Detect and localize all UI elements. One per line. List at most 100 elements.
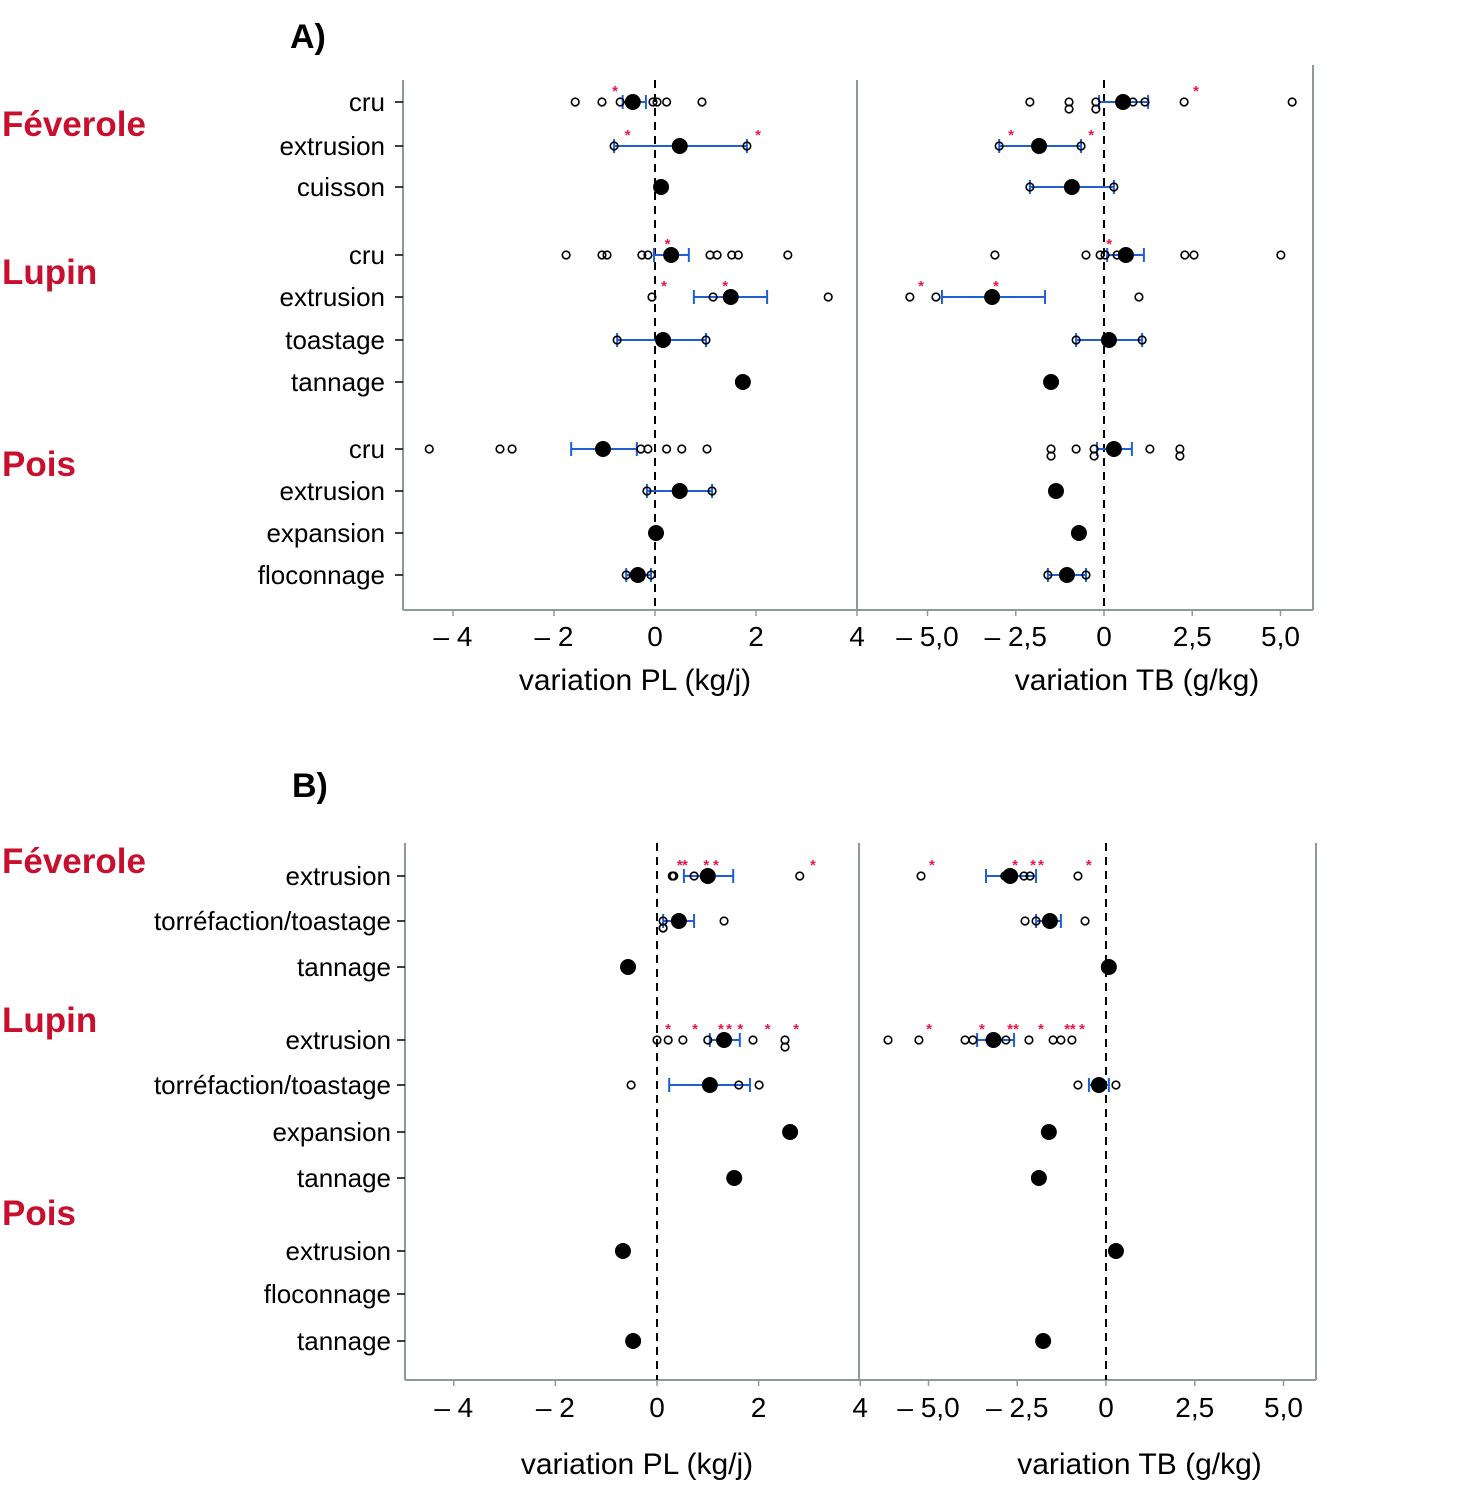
observation-point — [643, 444, 653, 454]
observation-point — [1001, 1035, 1011, 1045]
observation-point — [1180, 250, 1190, 260]
observation-point — [1024, 1035, 1034, 1045]
significance-star: * — [1008, 127, 1014, 144]
observation-point — [1031, 916, 1041, 926]
observation-point — [652, 1035, 662, 1045]
significance-star: * — [692, 1021, 698, 1038]
x-tick-label: 2,5 — [1175, 1392, 1214, 1423]
significance-star: * — [703, 857, 709, 874]
observation-point — [727, 250, 737, 260]
row-label: floconnage — [264, 1279, 391, 1309]
observation-point — [642, 486, 652, 496]
x-tick-label: – 4 — [434, 621, 473, 652]
significance-star: * — [1012, 857, 1018, 874]
x-tick-label: 0 — [649, 1392, 665, 1423]
significance-star: * — [793, 1021, 799, 1038]
observation-point — [1081, 570, 1091, 580]
observation-point — [507, 444, 517, 454]
significance-star: * — [677, 857, 683, 874]
significance-star: * — [722, 278, 728, 295]
mean-point — [701, 1077, 718, 1093]
observation-point — [1089, 451, 1099, 461]
observation-point — [609, 141, 619, 151]
significance-star: * — [1079, 1021, 1085, 1038]
observation-point — [647, 292, 657, 302]
observation-point — [795, 871, 805, 881]
row-label: cuisson — [297, 172, 385, 202]
observation-point — [424, 444, 434, 454]
observation-point — [1025, 97, 1035, 107]
observation-point — [707, 486, 717, 496]
significance-star: * — [1013, 1021, 1019, 1038]
observation-point — [780, 1042, 790, 1052]
observation-point — [1091, 104, 1101, 114]
mean-point — [1047, 483, 1064, 499]
observation-point — [1175, 451, 1185, 461]
group-label: Pois — [2, 1194, 76, 1233]
x-tick-label: 2 — [751, 1392, 767, 1423]
observation-point — [1067, 1035, 1077, 1045]
row-label: floconnage — [258, 560, 385, 590]
observation-point — [1179, 97, 1189, 107]
significance-star: * — [1064, 1021, 1070, 1038]
observation-point — [702, 444, 712, 454]
mean-point — [722, 289, 739, 305]
row-label: tannage — [297, 952, 391, 982]
observation-point — [1043, 570, 1053, 580]
significance-star: * — [765, 1021, 771, 1038]
observation-point — [1076, 141, 1086, 151]
row-féverole-extrusion: extrusion * * * * — [280, 127, 1095, 161]
mean-point — [985, 1032, 1002, 1048]
observation-point — [719, 916, 729, 926]
observation-point — [783, 250, 793, 260]
observation-point — [697, 97, 707, 107]
row-pois-floconnage: floconnage — [264, 1279, 405, 1309]
mean-point — [1100, 959, 1117, 975]
row-pois-expansion: expansion — [266, 518, 1087, 548]
observation-point — [1071, 335, 1081, 345]
significance-star: * — [1086, 857, 1092, 874]
observation-point — [597, 97, 607, 107]
mean-point — [1035, 1333, 1052, 1349]
tb-axis-title: variation TB (g/kg) — [1017, 1448, 1262, 1481]
mean-point — [624, 94, 641, 110]
mean-point — [1002, 868, 1019, 884]
mean-point — [716, 1032, 733, 1048]
x-tick-label: – 2 — [535, 621, 574, 652]
x-tick-label: – 2 — [536, 1392, 575, 1423]
x-tick-label: 0 — [647, 621, 663, 652]
row-féverole-tannage: tannage — [297, 952, 1117, 982]
observation-point — [1287, 97, 1297, 107]
mean-point — [655, 332, 672, 348]
significance-star: * — [612, 83, 618, 100]
mean-point — [1115, 94, 1132, 110]
significance-star: * — [1106, 236, 1112, 253]
mean-point — [663, 247, 680, 263]
observation-point — [648, 97, 658, 107]
x-tick-label: – 5,0 — [897, 1392, 959, 1423]
observation-point — [1276, 250, 1286, 260]
observation-point — [652, 97, 662, 107]
row-label: cru — [349, 434, 385, 464]
significance-star: * — [929, 857, 935, 874]
significance-star: * — [665, 236, 671, 253]
panel-b: B) – 4 – 2 0 2 4 variation PL (kg/j) – 5,0 – 2,5… — [2, 767, 1317, 1481]
row-label: extrusion — [280, 476, 386, 506]
observation-point — [905, 292, 915, 302]
observation-point — [643, 250, 653, 260]
row-pois-cru: cru — [349, 434, 1185, 464]
observation-point — [626, 1080, 636, 1090]
observation-point — [748, 1035, 758, 1045]
mean-point — [648, 525, 665, 541]
observation-point — [1073, 871, 1083, 881]
mean-point — [671, 483, 688, 499]
observation-point — [1046, 451, 1056, 461]
observation-point — [612, 335, 622, 345]
observation-point — [1095, 250, 1105, 260]
row-lupin-cru: cru * * — [349, 236, 1286, 270]
observation-point — [615, 97, 625, 107]
mean-point — [734, 374, 751, 390]
mean-point — [984, 289, 1001, 305]
mean-point — [699, 868, 716, 884]
mean-point — [653, 179, 670, 195]
